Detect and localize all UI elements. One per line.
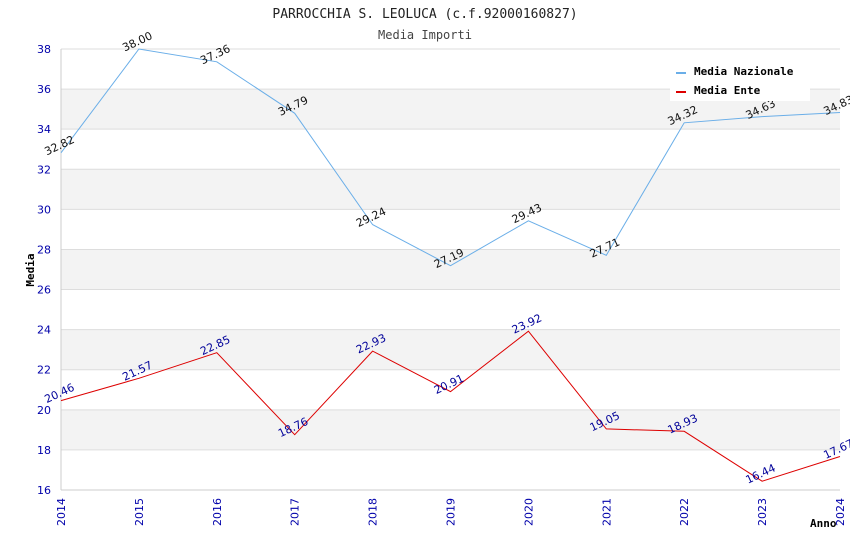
- x-tick-label: 2017: [289, 498, 302, 526]
- y-tick-label: 36: [37, 83, 51, 96]
- x-axis-title: Anno: [810, 517, 837, 530]
- x-tick-label: 2016: [211, 498, 224, 526]
- x-tick-label: 2020: [522, 498, 535, 526]
- legend-label-media-nazionale: Media Nazionale: [694, 65, 794, 78]
- x-tick-label: 2014: [55, 498, 68, 526]
- x-tick-label: 2018: [367, 498, 380, 526]
- x-tick-label: 2023: [756, 498, 769, 526]
- series-line-media-ente: [60, 330, 841, 482]
- grid-lines: [61, 48, 840, 491]
- grid-band: [61, 289, 840, 330]
- y-tick-label: 28: [37, 243, 51, 256]
- grid-band: [61, 409, 840, 450]
- x-tick-label: 2019: [445, 498, 458, 526]
- legend-background: [670, 61, 810, 101]
- x-tick-label: 2024: [834, 498, 847, 526]
- y-tick-label: 32: [37, 163, 51, 176]
- grid-band: [61, 169, 840, 210]
- grid-band: [61, 209, 840, 250]
- grid-band: [61, 249, 840, 290]
- grid-band: [61, 449, 840, 490]
- y-tick-label: 30: [37, 203, 51, 216]
- x-tick-label: 2021: [600, 498, 613, 526]
- x-tick-label: 2015: [133, 498, 146, 526]
- y-tick-label: 38: [37, 43, 51, 56]
- legend-label-media-ente: Media Ente: [694, 84, 761, 97]
- grid-band: [61, 329, 840, 370]
- y-tick-label: 16: [37, 484, 51, 497]
- chart-title: PARROCCHIA S. LEOLUCA (c.f.92000160827): [272, 7, 577, 22]
- y-tick-label: 34: [37, 123, 51, 136]
- chart-subtitle: Media Importi: [378, 28, 472, 42]
- grid-band: [61, 369, 840, 410]
- series-layer: [60, 48, 841, 482]
- y-tick-label: 20: [37, 404, 51, 417]
- grid-band: [61, 129, 840, 170]
- y-axis-ticks: 16 18 20 22 24 26 28 30 32 34 36 38: [37, 43, 51, 497]
- legend: Media Nazionale Media Ente: [670, 61, 810, 101]
- y-tick-label: 24: [37, 324, 51, 337]
- y-tick-label: 18: [37, 444, 51, 457]
- x-axis-ticks: 2014 2015 2016 2017 2018 2019 2020 2021 2022 2023…: [55, 498, 847, 526]
- y-tick-label: 22: [37, 364, 51, 377]
- y-axis-title: Media: [24, 253, 37, 286]
- y-tick-label: 26: [37, 284, 51, 297]
- grid-bands: [61, 49, 840, 490]
- x-tick-label: 2022: [678, 498, 691, 526]
- series-line-media-nazionale: [60, 48, 841, 267]
